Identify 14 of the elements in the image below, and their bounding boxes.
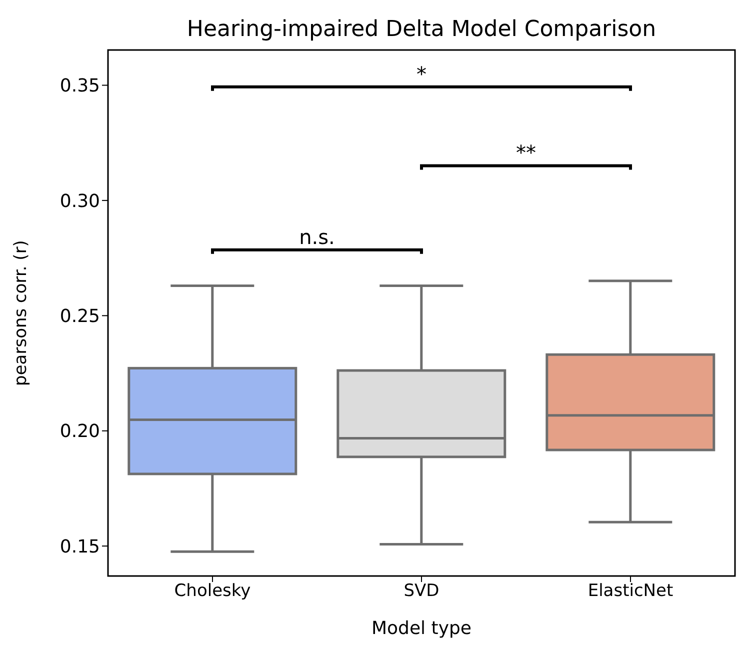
y-axis-title: pearsons corr. (r) (11, 240, 32, 386)
x-axis-title: Model type (372, 618, 472, 639)
annotation: ** (516, 140, 536, 165)
y-tick-label: 0.20 (60, 421, 100, 442)
chart-title: Hearing-impaired Delta Model Comparison (186, 17, 656, 42)
y-tick-label: 0.25 (60, 306, 100, 328)
y-tick-label: 0.30 (60, 190, 100, 212)
annotation: n.s. (299, 224, 335, 249)
y-tick-label: 0.15 (60, 536, 100, 558)
annotation: * (416, 62, 426, 86)
x-tick-label: SVD (404, 581, 440, 602)
x-tick-label: Cholesky (174, 581, 251, 602)
y-tick-label: 0.35 (60, 76, 100, 97)
x-tick-label: ElasticNet (588, 581, 674, 602)
